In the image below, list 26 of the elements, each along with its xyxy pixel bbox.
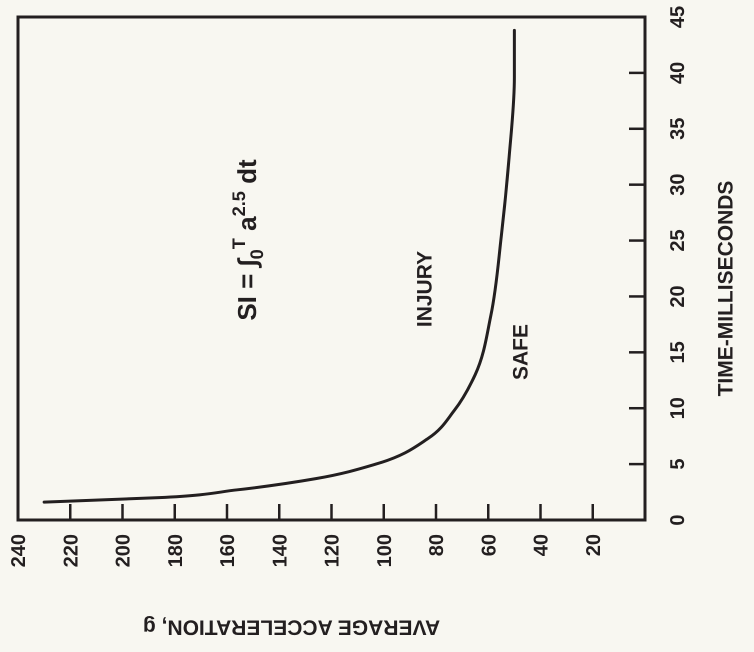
x-axis-title: AVERAGE ACCELERATION, g — [142, 616, 440, 639]
x-tick-label: 180 — [164, 534, 187, 568]
y-axis-title: TIME-MILLISECONDS — [714, 180, 738, 396]
y-tick-label: 45 — [667, 6, 689, 28]
annotation: INJURY — [413, 250, 436, 328]
x-tick-label: 20 — [582, 534, 605, 556]
y-tick-label: 40 — [667, 62, 689, 84]
y-tick-label: 30 — [667, 174, 689, 196]
annotation: SAFE — [509, 324, 532, 380]
x-tick-label: 100 — [374, 534, 396, 568]
y-tick-label: 5 — [667, 458, 689, 470]
x-tick-label: 240 — [8, 534, 30, 568]
x-tick-label: 220 — [60, 534, 82, 568]
x-tick-label: 120 — [322, 534, 344, 568]
y-tick-label: 20 — [667, 285, 689, 308]
y-tick-label: 35 — [667, 118, 689, 140]
y-tick-label: 25 — [667, 229, 689, 252]
x-tick-label: 160 — [217, 534, 239, 568]
x-tick-label: 40 — [530, 534, 552, 556]
x-tick-label: 140 — [269, 534, 292, 568]
y-tick-label: 15 — [667, 341, 689, 364]
x-tick-label: 200 — [112, 534, 134, 568]
x-tick-label: 80 — [426, 534, 448, 556]
x-tick-label: 60 — [478, 534, 500, 556]
y-tick-label: 10 — [667, 397, 689, 420]
y-tick-label: 0 — [667, 514, 689, 526]
